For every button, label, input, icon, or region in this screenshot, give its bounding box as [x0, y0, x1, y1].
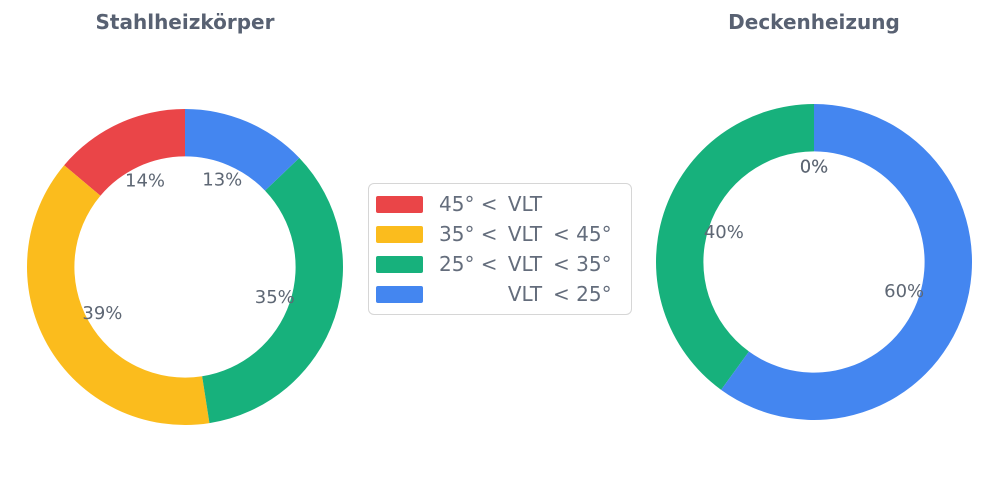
legend-label: 45° < VLT — [439, 192, 617, 216]
percent-label: 60% — [884, 281, 924, 302]
pie-slice — [64, 109, 185, 196]
chart-title-deckenheizung: Deckenheizung — [728, 10, 900, 34]
legend-label-prefix: 35° < — [439, 222, 498, 246]
legend-label: VLT < 25° — [439, 282, 617, 306]
chart-title-stahlheizkoerper: Stahlheizkörper — [95, 10, 275, 34]
legend-item: 45° < VLT — [376, 192, 621, 216]
donut-chart-stahlheizkoerper: 14% 39% 35% 13% — [27, 109, 344, 425]
legend-swatch-red — [376, 195, 423, 213]
legend: 45° < VLT 35° < VLT < 45° 25° < VLT < 35… — [368, 183, 632, 315]
legend-label-core: VLT — [507, 222, 543, 246]
percent-label: 0% — [800, 157, 829, 178]
legend-label-core: VLT — [507, 192, 543, 216]
percent-label: 40% — [704, 222, 744, 243]
legend-label-suffix: < 35° — [553, 252, 612, 276]
legend-item: VLT < 25° — [376, 282, 621, 306]
percent-label: 35% — [255, 287, 295, 308]
legend-label-prefix: 45° < — [439, 192, 498, 216]
percent-label: 39% — [82, 303, 122, 324]
legend-item: 35° < VLT < 45° — [376, 222, 621, 246]
legend-item: 25° < VLT < 35° — [376, 252, 621, 276]
pie-slice — [721, 103, 973, 420]
pie-slice — [656, 104, 814, 390]
percent-label: 14% — [125, 171, 165, 192]
legend-label-suffix: < 25° — [553, 282, 612, 306]
pie-slice — [202, 157, 344, 424]
legend-swatch-blue — [376, 285, 423, 303]
legend-label-core: VLT — [507, 282, 543, 306]
percent-label: 0% — [800, 157, 829, 178]
legend-label-prefix: 25° < — [439, 252, 498, 276]
donut-chart-deckenheizung: 0%0%40%60% — [656, 103, 973, 420]
legend-swatch-green — [376, 255, 423, 273]
legend-label-suffix — [553, 192, 617, 216]
legend-label: 35° < VLT < 45° — [439, 222, 617, 246]
pie-slice — [27, 165, 210, 425]
legend-label-prefix — [439, 282, 497, 306]
legend-label-suffix: < 45° — [553, 222, 612, 246]
legend-label: 25° < VLT < 35° — [439, 252, 617, 276]
legend-swatch-yellow — [376, 225, 423, 243]
percent-label: 13% — [202, 169, 242, 190]
pie-slice — [185, 109, 300, 191]
legend-label-core: VLT — [507, 252, 543, 276]
